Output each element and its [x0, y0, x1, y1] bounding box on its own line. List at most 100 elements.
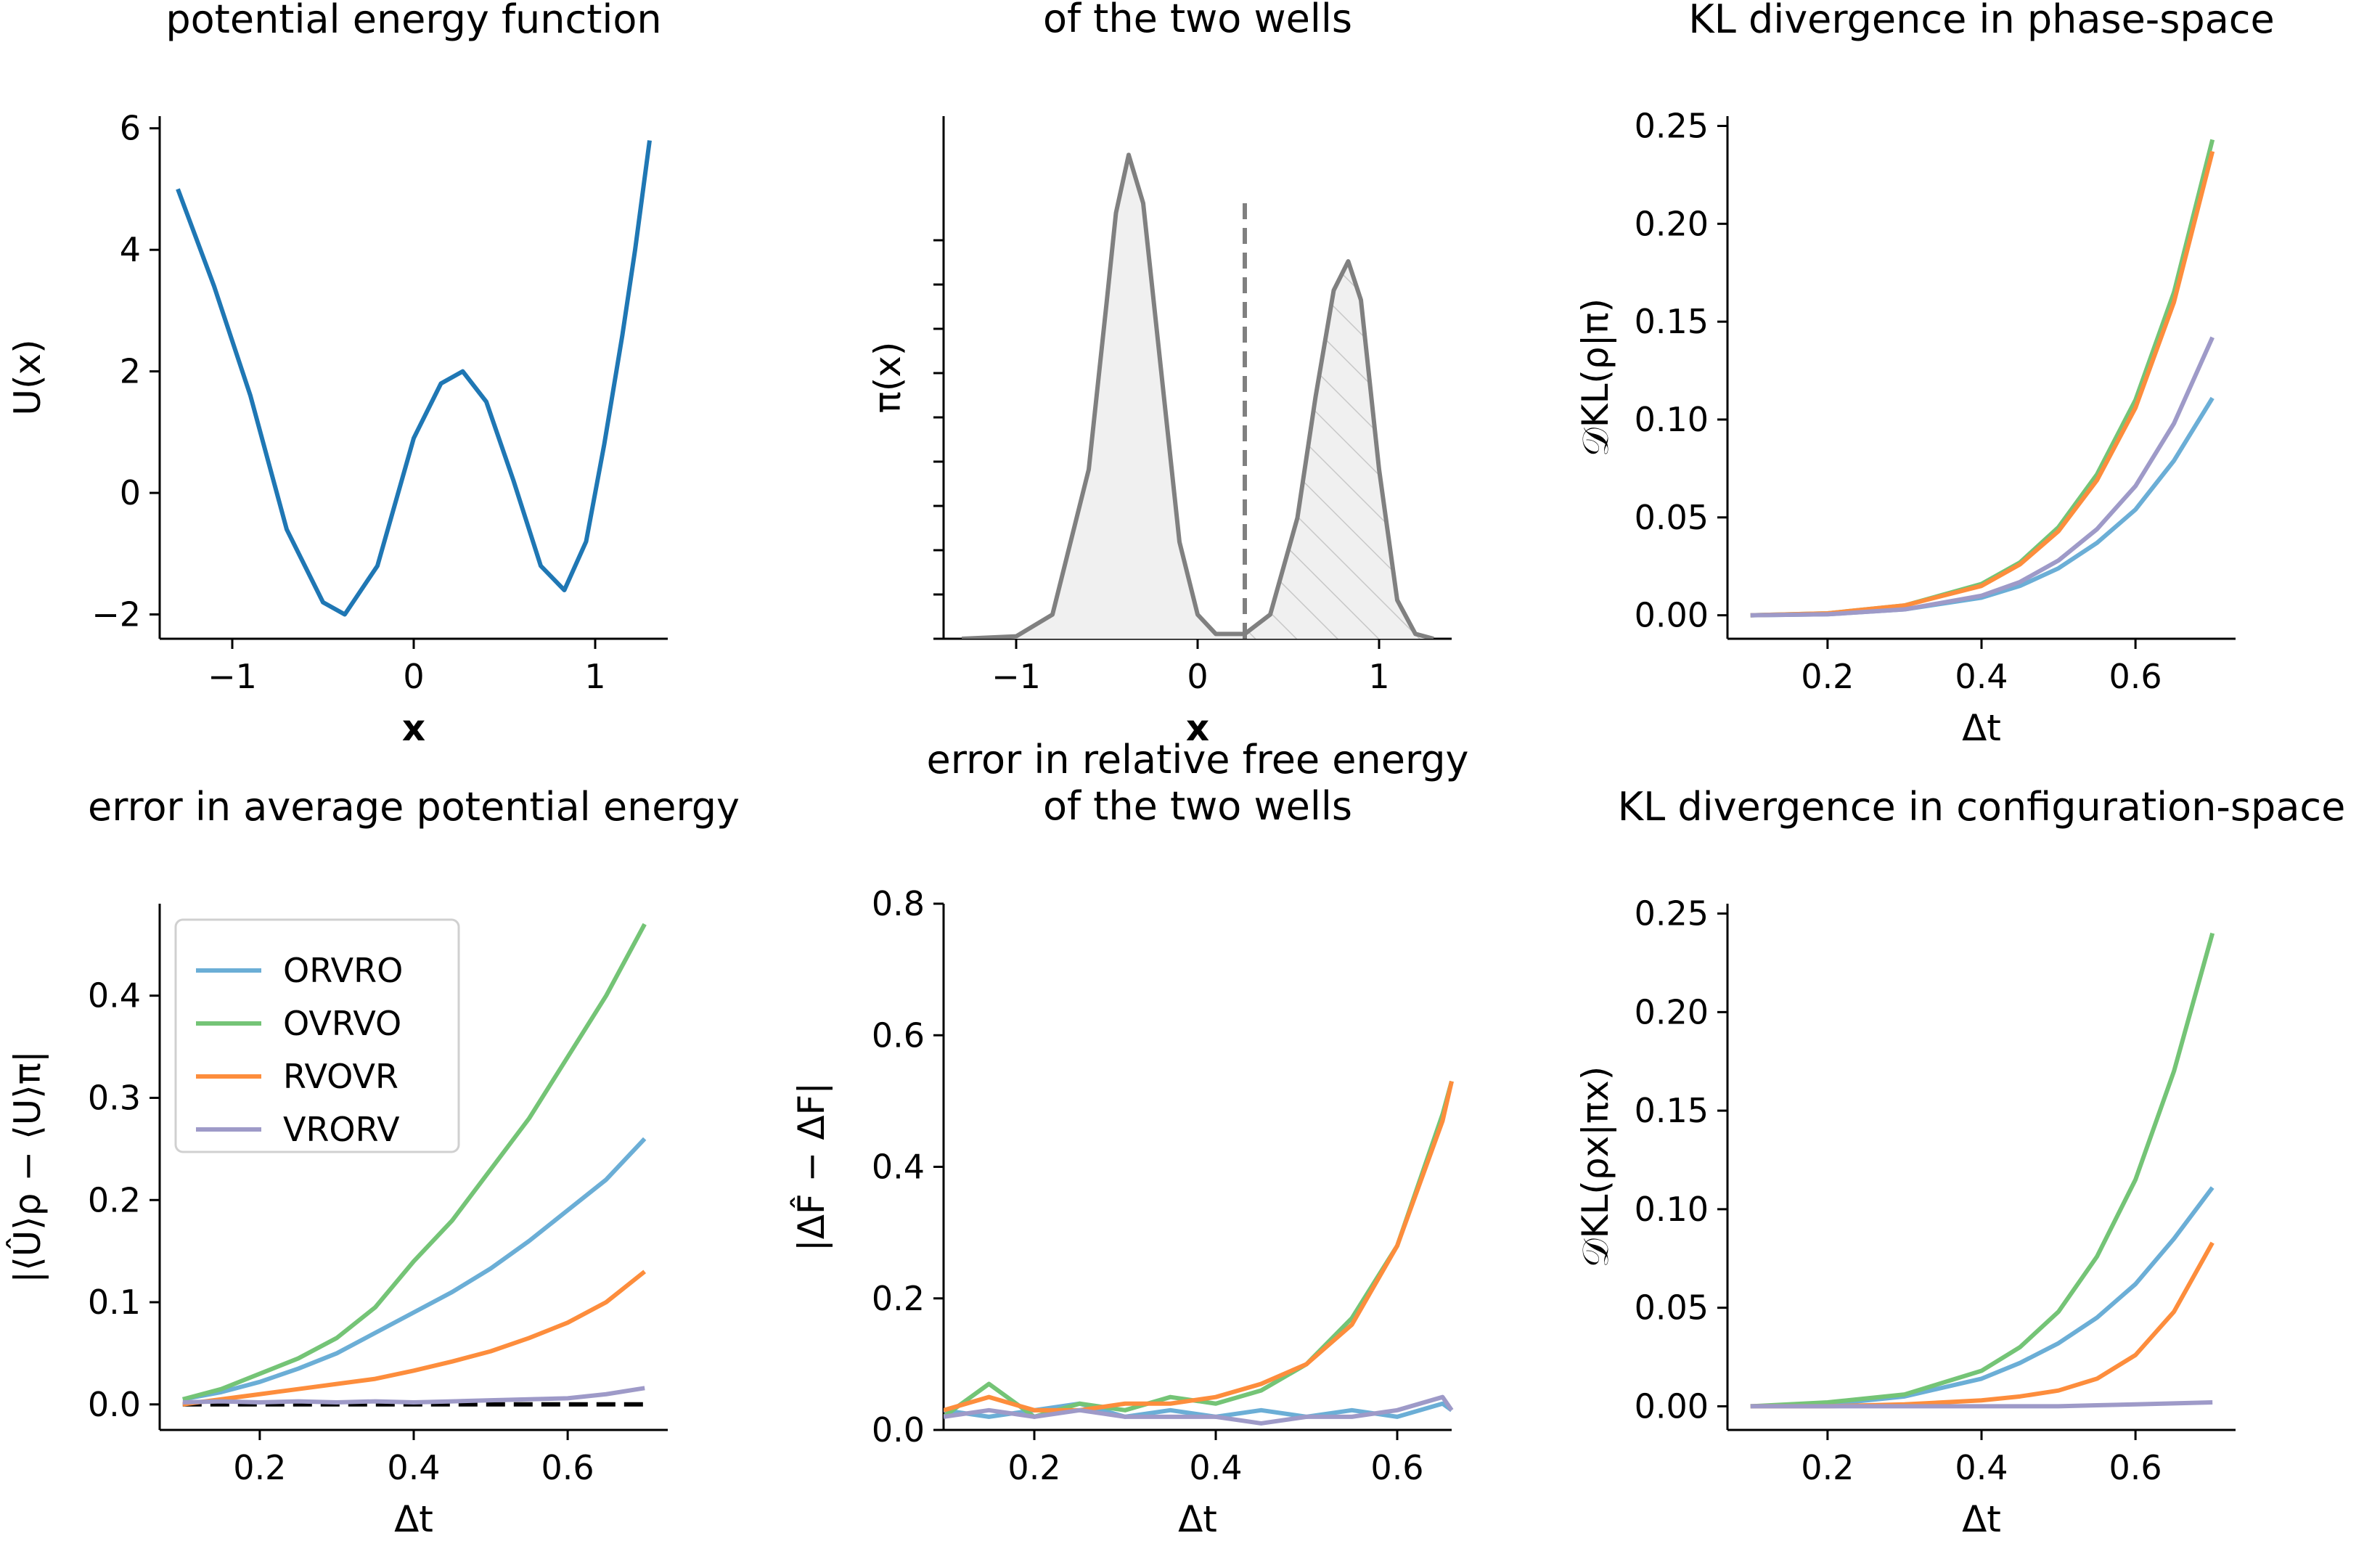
y-tick-label: 0.8: [872, 884, 925, 923]
x-tick-label: 1: [584, 657, 605, 696]
y-tick-label: 0.15: [1635, 1091, 1709, 1130]
panel-populations: relative populationsof the two wells−101…: [867, 0, 1452, 749]
y-tick-label: 0.2: [88, 1180, 141, 1219]
y-axis-label: π(x): [867, 342, 909, 414]
y-tick-label: 0.3: [88, 1078, 141, 1117]
x-tick-label: 0.4: [1955, 657, 2008, 696]
x-tick-label: 0.2: [1007, 1448, 1060, 1487]
series-line-orvro: [182, 1137, 647, 1402]
x-tick-label: 0.6: [541, 1448, 594, 1487]
x-tick-label: 0.2: [1801, 1448, 1854, 1487]
y-tick-label: 0.6: [872, 1015, 925, 1055]
y-tick-label: 0.10: [1635, 400, 1709, 439]
series-line-ovrvo: [1750, 139, 2215, 618]
y-tick-label: 0.05: [1635, 1288, 1709, 1328]
x-tick-label: 0.6: [2109, 1448, 2162, 1487]
plot-area: [176, 140, 652, 617]
plot-area: [944, 1080, 1454, 1426]
density-curve: [961, 152, 1434, 639]
x-tick-label: 0.6: [2109, 657, 2162, 696]
y-tick-label: 0.25: [1635, 894, 1709, 933]
x-axis-label: x: [1186, 707, 1209, 749]
y-tick-label: −2: [91, 595, 141, 634]
legend-box: [174, 918, 460, 1153]
y-tick-label: 0.00: [1635, 596, 1709, 635]
y-tick-label: 0.05: [1635, 498, 1709, 537]
y-axis-label: |⟨Û⟩ρ − ⟨U⟩π|: [6, 1050, 49, 1283]
x-tick-label: 0: [1187, 657, 1208, 696]
series-line-rvovr: [944, 1081, 1454, 1413]
legend: ORVRO OVRVO RVOVR VRORV: [174, 918, 460, 1153]
x-axis-label: Δt: [394, 1498, 433, 1540]
y-tick-label: 0.4: [88, 976, 141, 1015]
legend-label: ORVRO: [283, 951, 403, 990]
series-line-rvovr: [1750, 150, 2215, 618]
series-line-ovrvo: [1750, 932, 2215, 1409]
plot-area: [182, 923, 647, 1407]
panel-avg_energy: error in average potential energy 0.2 0.4 0…: [6, 784, 740, 1540]
y-axis-label: U(x): [7, 339, 49, 415]
panel-potential: potential energy function −1 0 1 −2 0 2 4 6 x U(x): [7, 0, 668, 749]
y-tick-label: 0.10: [1635, 1190, 1709, 1229]
y-tick-label: 2: [120, 352, 141, 391]
y-tick-label: 0.15: [1635, 302, 1709, 341]
right-well-hatch: [1245, 261, 1434, 639]
series-line-vrorv: [1750, 336, 2215, 618]
y-tick-label: 6: [120, 109, 141, 148]
x-tick-label: 0.4: [1189, 1448, 1242, 1487]
legend-label: RVOVR: [283, 1057, 398, 1096]
x-tick-label: −1: [991, 657, 1041, 696]
y-tick-label: 0.4: [872, 1148, 925, 1187]
legend-label: OVRVO: [283, 1004, 401, 1043]
series-line-rvovr: [182, 1270, 647, 1407]
y-tick-label: 0.0: [88, 1385, 141, 1424]
y-tick-label: 4: [120, 230, 141, 269]
y-tick-label: 0.00: [1635, 1386, 1709, 1426]
y-tick-label: 0.1: [88, 1283, 141, 1322]
chart-title: potential energy function: [165, 0, 661, 42]
potential-curve: [176, 140, 652, 617]
y-tick-label: 0.2: [872, 1279, 925, 1318]
x-tick-label: 0.4: [387, 1448, 440, 1487]
series-line-rvovr: [1750, 1241, 2215, 1409]
chart-title: of the two wells: [1043, 0, 1352, 41]
plot-area: [1750, 932, 2215, 1409]
series-line-orvro: [1750, 1186, 2215, 1409]
chart-title: KL divergence in phase-space: [1688, 0, 2274, 42]
chart-title: error in relative free energy: [927, 737, 1469, 782]
x-tick-label: 0.2: [1801, 657, 1854, 696]
chart-title: KL divergence in configuration-space: [1618, 784, 2346, 830]
x-tick-label: 0.4: [1955, 1448, 2008, 1487]
legend-label: VRORV: [283, 1110, 400, 1149]
y-tick-label: 0.20: [1635, 204, 1709, 243]
y-tick-label: 0.25: [1635, 106, 1709, 145]
y-tick-label: 0: [120, 473, 141, 512]
y-axis-label: 𝒟KL(ρx|πx): [1574, 1066, 1616, 1267]
y-axis-label: 𝒟KL(ρ|π): [1574, 298, 1616, 457]
series-line-vrorv: [944, 1394, 1454, 1426]
panel-kl_phase: KL divergence in phase-space 0.2 0.4 0.6 0.0…: [1574, 0, 2275, 749]
chart-title: error in average potential energy: [88, 784, 740, 830]
x-tick-label: 1: [1368, 657, 1389, 696]
x-tick-label: 0: [403, 657, 424, 696]
x-tick-label: 0.2: [233, 1448, 286, 1487]
x-axis-label: Δt: [1962, 1498, 2001, 1540]
y-tick-label: 0.0: [872, 1410, 925, 1450]
series-line-ovrvo: [944, 1080, 1454, 1419]
series-line-vrorv: [182, 1386, 645, 1405]
x-tick-label: 0.6: [1370, 1448, 1423, 1487]
series-line-ovrvo: [182, 923, 647, 1402]
series-line-vrorv: [1750, 1399, 2213, 1409]
plot-area: [1750, 139, 2215, 618]
y-tick-label: 0.20: [1635, 992, 1709, 1031]
plot-area: [961, 152, 1434, 639]
y-axis-label: |ΔF̂ − ΔF|: [790, 1082, 833, 1251]
x-axis-label: Δt: [1178, 1498, 1217, 1540]
x-tick-label: −1: [208, 657, 257, 696]
x-axis-label: x: [402, 707, 425, 749]
x-axis-label: Δt: [1962, 707, 2001, 749]
chart-title: of the two wells: [1043, 783, 1352, 829]
